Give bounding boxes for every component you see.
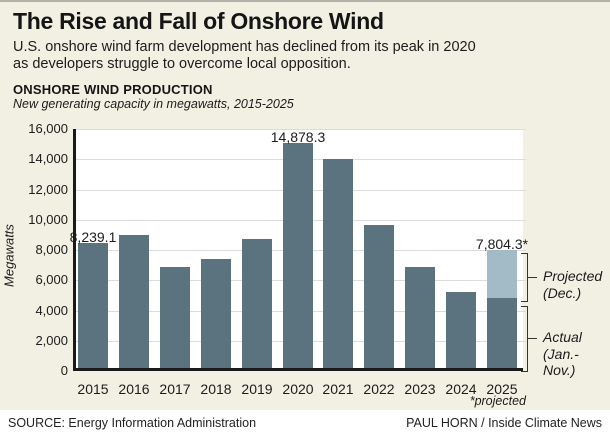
x-tick-label-2024: 2024: [445, 381, 477, 397]
x-tick-label-2021: 2021: [322, 381, 354, 397]
bracket-actual: [521, 306, 528, 372]
bar-actual-2024: [446, 292, 476, 368]
annotation-projected-line-1: Projected: [543, 268, 603, 284]
bar-actual-2022: [364, 225, 394, 368]
bar-actual-2025: [487, 298, 517, 368]
y-tick-label-10000: 10,000: [28, 211, 68, 227]
y-tick-label-8000: 8,000: [35, 242, 68, 257]
subtitle-line-2: as developers struggle to overcome local…: [13, 56, 351, 72]
x-tick-label-2025: 2025: [486, 381, 518, 397]
y-tick-label-16000: 16,000: [28, 121, 68, 136]
bar-projected-2025: [487, 250, 517, 298]
y-tick-label-4000: 4,000: [35, 302, 68, 318]
bar-actual-2017: [160, 267, 190, 368]
x-tick-label-2016: 2016: [118, 381, 150, 397]
bar-actual-2015: [78, 243, 108, 368]
bar-actual-2020: [283, 143, 313, 368]
x-tick-label-2017: 2017: [159, 381, 191, 397]
y-tick-label-0: 0: [60, 363, 68, 378]
x-tick-label-2022: 2022: [363, 381, 395, 397]
subtitle-line-1: U.S. onshore wind farm development has d…: [13, 39, 476, 55]
y-tick-label-6000: 6,000: [35, 272, 68, 288]
annotation-actual-line-2: (Jan.-Nov.): [543, 345, 579, 379]
annotation-projected-line-2: (Dec.): [543, 284, 582, 301]
y-tick-label-2000: 2,000: [35, 332, 68, 348]
y-tick-label-12000: 12,000: [28, 181, 68, 197]
infographic-background: The Rise and Fall of Onshore Wind U.S. o…: [0, 0, 610, 410]
bar-actual-2019: [242, 239, 272, 368]
byline-credit: PAUL HORN / Inside Climate News: [406, 416, 602, 430]
bar-actual-2023: [405, 267, 435, 368]
annotation-actual-line-1: Actual: [543, 329, 582, 345]
annotation-actual: Actual (Jan.-Nov.): [543, 329, 610, 379]
chart-heading: ONSHORE WIND PRODUCTION: [13, 82, 213, 97]
subtitle: U.S. onshore wind farm development has d…: [13, 39, 476, 73]
bar-actual-2021: [323, 159, 353, 368]
bar-actual-2018: [201, 259, 231, 368]
y-tick-label-14000: 14,000: [28, 151, 68, 167]
chart-subheading: New generating capacity in megawatts, 20…: [13, 97, 294, 111]
bar-chart: Megawatts 16,000 14,000 12,000 10,000 8,000 6…: [2, 121, 610, 408]
data-label-2025: 7,804.3*: [475, 235, 529, 252]
x-tick-label-2019: 2019: [241, 381, 273, 397]
bracket-projected: [521, 253, 528, 302]
x-tick-label-2020: 2020: [282, 381, 314, 397]
bracket-actual-pointer: [528, 338, 537, 339]
x-tick-label-2023: 2023: [404, 381, 436, 397]
bracket-projected-pointer: [528, 277, 537, 278]
bar-actual-2016: [119, 235, 149, 368]
plot-area: 8,239.1 14,878.3 7,804.3*: [69, 128, 528, 371]
x-tick-label-2018: 2018: [200, 381, 232, 397]
page-title: The Rise and Fall of Onshore Wind: [13, 8, 384, 34]
annotation-projected: Projected (Dec.): [543, 268, 602, 301]
x-axis-footnote: *projected: [469, 394, 526, 408]
data-label-2015: 8,239.1: [69, 229, 117, 246]
gridline-16000: [76, 129, 526, 130]
x-tick-label-2015: 2015: [77, 381, 109, 397]
footer: SOURCE: Energy Information Administratio…: [0, 410, 610, 435]
source-credit: SOURCE: Energy Information Administratio…: [8, 416, 257, 430]
top-rule: [0, 0, 610, 2]
data-label-2020: 14,878.3: [270, 128, 326, 145]
